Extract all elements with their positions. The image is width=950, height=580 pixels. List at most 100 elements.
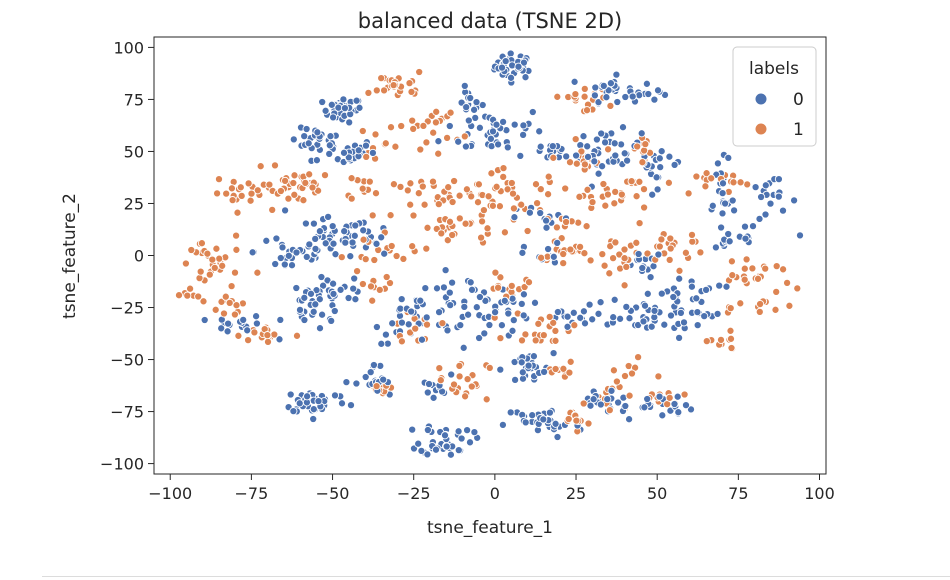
scatter-point-label-0 (503, 143, 512, 152)
scatter-point-label-1 (537, 253, 546, 262)
scatter-point-label-1 (361, 255, 370, 264)
scatter-point-label-0 (553, 432, 562, 442)
scatter-point-label-0 (248, 248, 257, 257)
scatter-point-label-0 (563, 312, 572, 321)
scatter-point-label-1 (571, 135, 580, 144)
scatter-point-label-1 (237, 191, 246, 200)
scatter-point-label-1 (462, 185, 471, 194)
scatter-point-label-0 (456, 321, 465, 330)
scatter-point-label-0 (440, 431, 450, 440)
scatter-point-label-1 (640, 146, 649, 155)
scatter-point-label-1 (559, 249, 568, 259)
scatter-point-label-1 (386, 123, 396, 132)
scatter-point-label-0 (429, 393, 438, 402)
scatter-point-label-1 (463, 375, 472, 384)
scatter-point-label-1 (256, 162, 265, 171)
scatter-point-label-1 (263, 337, 273, 346)
scatter-point-label-1 (753, 274, 763, 283)
scatter-point-label-0 (563, 322, 572, 331)
scatter-point-label-0 (628, 92, 637, 101)
scatter-point-label-1 (523, 226, 532, 236)
scatter-point-label-0 (544, 244, 553, 254)
scatter-point-label-1 (359, 235, 368, 244)
scatter-point-label-1 (446, 108, 455, 117)
scatter-point-label-0 (381, 330, 390, 339)
scatter-point-label-1 (289, 178, 298, 188)
scatter-point-label-1 (448, 197, 457, 207)
scatter-point-label-1 (610, 199, 619, 208)
scatter-point-label-0 (286, 390, 295, 399)
scatter-point-label-1 (389, 81, 398, 90)
scatter-point-label-1 (382, 272, 391, 282)
scatter-point-label-1 (263, 331, 272, 340)
scatter-point-label-1 (375, 285, 384, 294)
scatter-point-label-0 (757, 192, 766, 202)
scatter-point-label-1 (508, 189, 518, 198)
scatter-point-label-0 (725, 237, 734, 246)
scatter-point-label-1 (485, 363, 494, 372)
scatter-point-label-0 (475, 292, 484, 302)
scatter-point-label-0 (465, 438, 475, 447)
scatter-point-label-0 (336, 285, 345, 294)
scatter-point-label-1 (503, 185, 512, 194)
scatter-point-label-0 (761, 181, 770, 190)
scatter-point-label-1 (230, 268, 240, 277)
scatter-point-label-1 (236, 183, 245, 192)
scatter-point-label-1 (422, 244, 431, 253)
scatter-point-label-1 (574, 218, 583, 227)
scatter-point-label-1 (186, 284, 195, 293)
scatter-point-label-1 (507, 178, 516, 188)
scatter-point-label-1 (488, 201, 497, 210)
scatter-point-label-0 (653, 185, 662, 194)
scatter-point-label-1 (438, 319, 447, 328)
scatter-point-label-0 (572, 151, 581, 160)
scatter-point-label-0 (467, 285, 477, 294)
x-axis-ticks: −100 −75 −50 −25 0 25 50 75 100 (148, 474, 835, 503)
scatter-point-label-1 (386, 211, 395, 220)
scatter-point-label-1 (736, 299, 745, 308)
scatter-point-label-0 (404, 320, 413, 329)
scatter-point-label-0 (602, 93, 611, 102)
scatter-point-label-0 (590, 91, 599, 100)
legend: labels 0 1 (732, 46, 817, 147)
scatter-point-label-1 (448, 230, 457, 240)
scatter-point-label-0 (761, 210, 770, 219)
scatter-point-label-0 (606, 79, 615, 88)
scatter-point-label-0 (656, 163, 665, 172)
scatter-point-label-0 (679, 318, 689, 327)
scatter-point-label-1 (601, 201, 610, 210)
scatter-point-label-0 (596, 298, 605, 307)
scatter-point-label-0 (511, 375, 520, 384)
scatter-point-label-0 (506, 49, 515, 58)
scatter-point-label-1 (455, 361, 464, 370)
scatter-point-label-1 (460, 132, 469, 141)
legend-box (732, 46, 817, 147)
scatter-point-label-1 (473, 198, 483, 207)
scatter-point-label-1 (634, 353, 643, 362)
scatter-point-label-0 (454, 137, 463, 146)
scatter-point-label-1 (640, 203, 649, 212)
scatter-point-label-1 (362, 152, 371, 161)
scatter-point-label-1 (743, 180, 752, 189)
scatter-point-label-1 (492, 182, 501, 191)
y-tick-label: −100 (100, 455, 144, 474)
scatter-point-label-1 (292, 331, 302, 340)
scatter-point-label-0 (281, 206, 290, 215)
scatter-point-label-1 (696, 248, 705, 257)
scatter-point-label-0 (327, 100, 336, 109)
scatter-point-label-0 (693, 321, 702, 330)
scatter-point-label-1 (580, 160, 589, 169)
legend-marker-1 (754, 122, 768, 136)
scatter-point-label-1 (565, 368, 574, 377)
scatter-point-label-0 (585, 300, 594, 309)
scatter-point-label-1 (702, 337, 711, 346)
scatter-point-label-0 (774, 175, 783, 184)
scatter-point-label-0 (549, 252, 558, 261)
scatter-point-label-1 (553, 92, 562, 101)
scatter-point-label-1 (783, 278, 792, 287)
scatter-point-label-0 (272, 234, 281, 243)
scatter-point-label-0 (397, 318, 406, 327)
scatter-point-label-1 (219, 309, 229, 318)
scatter-point-label-1 (467, 382, 476, 391)
scatter-point-label-0 (352, 96, 361, 105)
